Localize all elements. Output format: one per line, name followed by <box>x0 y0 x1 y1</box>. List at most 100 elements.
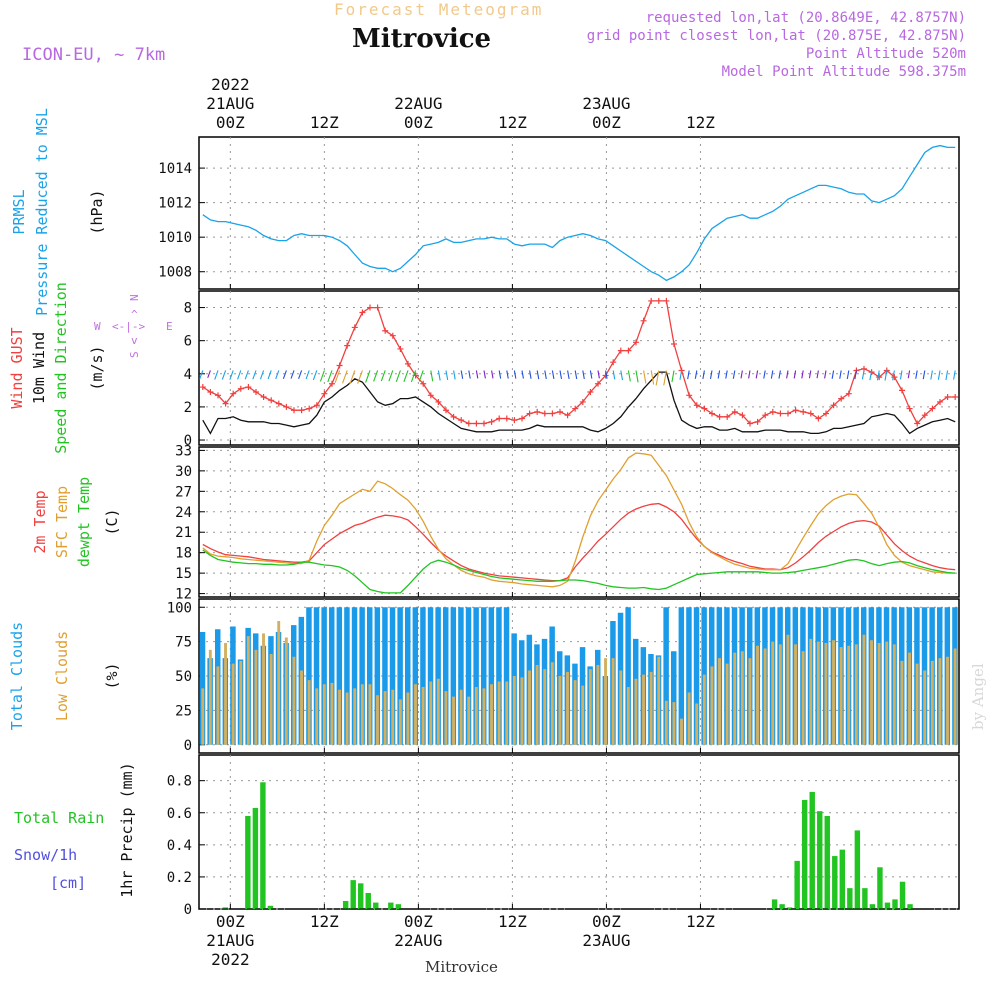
time-label-line: 12Z <box>309 912 339 931</box>
wind-direction-arrow <box>671 370 675 383</box>
low-clouds-bar <box>900 660 904 745</box>
wind-direction-arrow <box>582 370 585 380</box>
precip-label-rain: Total Rain <box>14 809 104 827</box>
y-tick-label: 1008 <box>158 265 192 281</box>
wind-direction-arrow <box>229 370 234 380</box>
gust-marker <box>762 412 769 419</box>
low-clouds-bar <box>839 647 843 745</box>
total-clouds-bar <box>359 607 365 745</box>
wind-frame <box>198 290 960 446</box>
gust-marker <box>215 392 221 399</box>
wind-panel <box>198 290 960 446</box>
wind-direction-arrow <box>498 370 502 379</box>
gust-marker <box>268 397 275 404</box>
gust-marker <box>481 420 487 427</box>
y-tick-label: 15 <box>175 566 192 582</box>
y-tick-label: 12 <box>175 587 192 603</box>
gust-marker <box>899 387 905 394</box>
gust-marker <box>564 412 571 419</box>
low-clouds-bar <box>421 687 425 745</box>
gust-marker <box>830 402 837 409</box>
gust-marker <box>633 339 639 346</box>
gust-marker <box>222 400 229 407</box>
wind-direction-arrow <box>290 370 295 379</box>
wind-direction-arrow <box>574 370 578 380</box>
gust-marker <box>344 342 351 349</box>
low-clouds-bar <box>809 638 813 745</box>
wind-direction-arrow <box>953 370 956 380</box>
rain-bar <box>801 799 808 909</box>
rain-bar <box>267 905 274 909</box>
gust-marker <box>359 309 366 316</box>
compass-west: W <box>94 320 101 333</box>
y-tick-label: 30 <box>175 464 192 480</box>
low-clouds-bar <box>566 671 569 745</box>
low-clouds-bar <box>520 677 524 745</box>
time-label-line: 23AUG <box>582 94 631 113</box>
low-clouds-bar <box>497 681 501 745</box>
y-tick-label: 50 <box>175 669 192 685</box>
rain-bar <box>809 791 815 909</box>
y-tick-label: 18 <box>175 546 192 562</box>
gust-marker <box>709 410 715 417</box>
y-tick-label: 100 <box>167 600 192 616</box>
temp-label-sfc: SFC Temp <box>53 486 71 558</box>
gust-marker <box>595 380 601 387</box>
wind-direction-arrow <box>861 370 865 380</box>
low-clouds-bar <box>467 696 471 745</box>
low-clouds-bar <box>391 689 395 745</box>
gust-marker <box>374 304 381 311</box>
pressure-frame <box>198 136 960 290</box>
total-clouds-bar <box>405 607 411 745</box>
gust-marker <box>526 410 533 417</box>
low-clouds-bar <box>505 681 509 745</box>
requested-coordinates: requested lon,lat (20.8649E, 42.8757N) <box>645 10 966 26</box>
footer-location: Mitrovice <box>425 958 498 976</box>
gust-marker <box>336 362 343 369</box>
low-clouds-bar <box>604 658 607 745</box>
compass-axis: <-|-> <box>112 320 145 333</box>
top-time-label: 2022 21AUG 00Z <box>185 75 275 132</box>
wind-direction-arrow <box>491 370 494 379</box>
time-label-line: 00Z <box>591 113 621 132</box>
rain-bar <box>794 860 800 909</box>
wind-direction-arrow <box>915 370 918 379</box>
low-clouds-bar <box>216 666 220 745</box>
low-clouds-bar <box>353 688 357 745</box>
wind-direction-arrow <box>702 370 705 380</box>
low-clouds-bar <box>224 643 227 745</box>
precip-unit: 1hr Precip (mm) <box>118 762 136 897</box>
low-clouds-bar <box>619 670 623 745</box>
low-clouds-bar <box>201 688 205 745</box>
gust-marker <box>716 413 723 420</box>
compass-north: N <box>128 294 141 301</box>
gust-marker <box>420 380 427 387</box>
model-label: ICON-EU, ~ 7km <box>22 45 166 65</box>
gust-marker <box>405 360 411 367</box>
time-label-line: 22AUG <box>394 94 443 113</box>
low-clouds-bar <box>885 641 889 745</box>
wind-direction-arrow <box>221 370 227 380</box>
wind-direction-arrow <box>635 370 639 383</box>
wind-direction-arrow <box>342 370 348 384</box>
gust-marker <box>443 407 449 414</box>
low-clouds-bar <box>436 678 440 745</box>
wind-direction-arrow <box>627 370 631 382</box>
low-clouds-bar <box>474 687 478 745</box>
wind-direction-arrow <box>349 370 356 385</box>
rain-bar <box>824 815 830 909</box>
gust-marker <box>739 412 746 419</box>
low-clouds-bar <box>360 684 364 745</box>
low-clouds-bar <box>771 641 775 745</box>
gust-marker <box>199 384 206 391</box>
wind-direction-arrow <box>282 370 287 379</box>
wind-direction-arrow <box>679 370 683 380</box>
low-clouds-bar <box>550 662 554 745</box>
wind-direction-arrow <box>334 370 341 383</box>
low-clouds-bar <box>870 640 873 745</box>
wind-direction-arrow <box>907 370 911 379</box>
gust-marker <box>503 415 510 422</box>
wind-gust-line <box>202 300 956 425</box>
wind-direction-arrow <box>717 370 721 379</box>
total-clouds-bar <box>374 607 381 745</box>
